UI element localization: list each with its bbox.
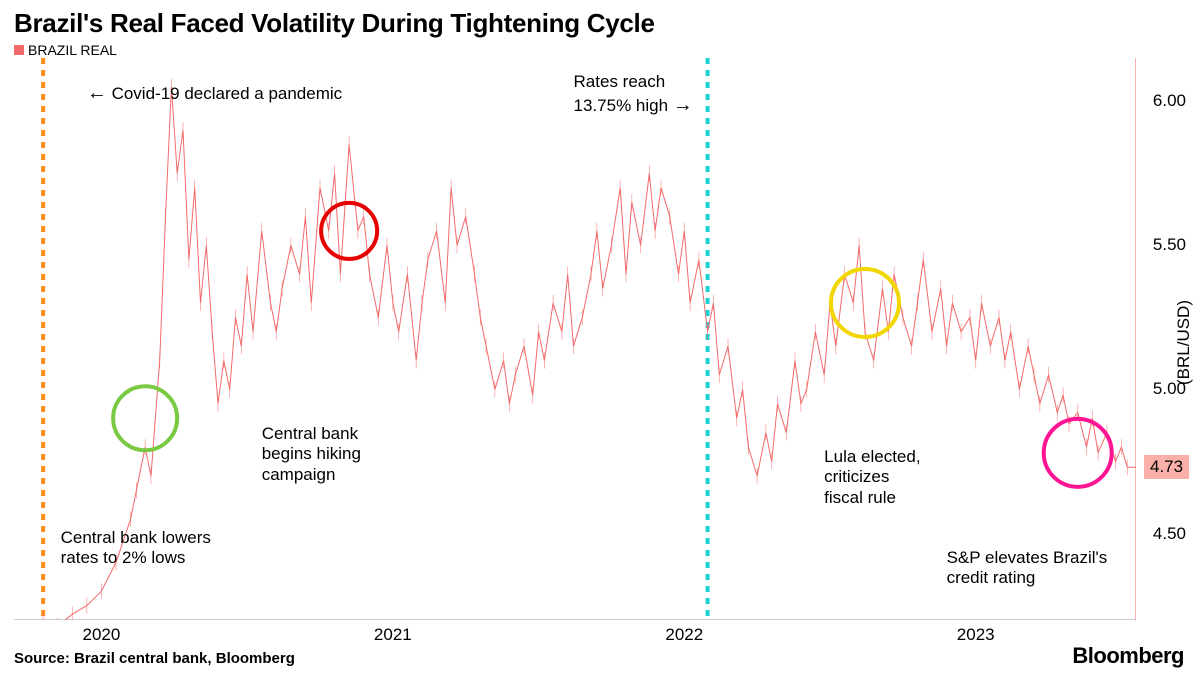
- annotation: ← Covid-19 declared a pandemic: [87, 81, 342, 105]
- chart-title: Brazil's Real Faced Volatility During Ti…: [14, 8, 655, 39]
- y-tick-label: 5.00: [1153, 379, 1186, 399]
- x-tick-label: 2020: [83, 625, 121, 645]
- brand-logo: Bloomberg: [1072, 643, 1184, 669]
- annotation: S&P elevates Brazil'scredit rating: [947, 548, 1108, 589]
- last-value-badge: 4.73: [1144, 455, 1189, 479]
- x-tick-label: 2022: [665, 625, 703, 645]
- legend: BRAZIL REAL: [14, 42, 117, 58]
- legend-label: BRAZIL REAL: [28, 42, 117, 58]
- x-tick-label: 2023: [957, 625, 995, 645]
- annotation: Central bankbegins hikingcampaign: [262, 424, 361, 485]
- annotation: Rates reach13.75% high →: [574, 72, 693, 116]
- chart-container: Brazil's Real Faced Volatility During Ti…: [0, 0, 1200, 675]
- y-tick-label: 6.00: [1153, 91, 1186, 111]
- y-tick-label: 4.50: [1153, 524, 1186, 544]
- legend-swatch: [14, 45, 24, 55]
- annotation: Lula elected,criticizesfiscal rule: [824, 447, 920, 508]
- x-tick-label: 2021: [374, 625, 412, 645]
- annotation: Central bank lowersrates to 2% lows: [61, 528, 211, 569]
- y-axis-label: (BRL/USD): [1174, 300, 1194, 385]
- source-text: Source: Brazil central bank, Bloomberg: [14, 650, 295, 667]
- y-tick-label: 5.50: [1153, 235, 1186, 255]
